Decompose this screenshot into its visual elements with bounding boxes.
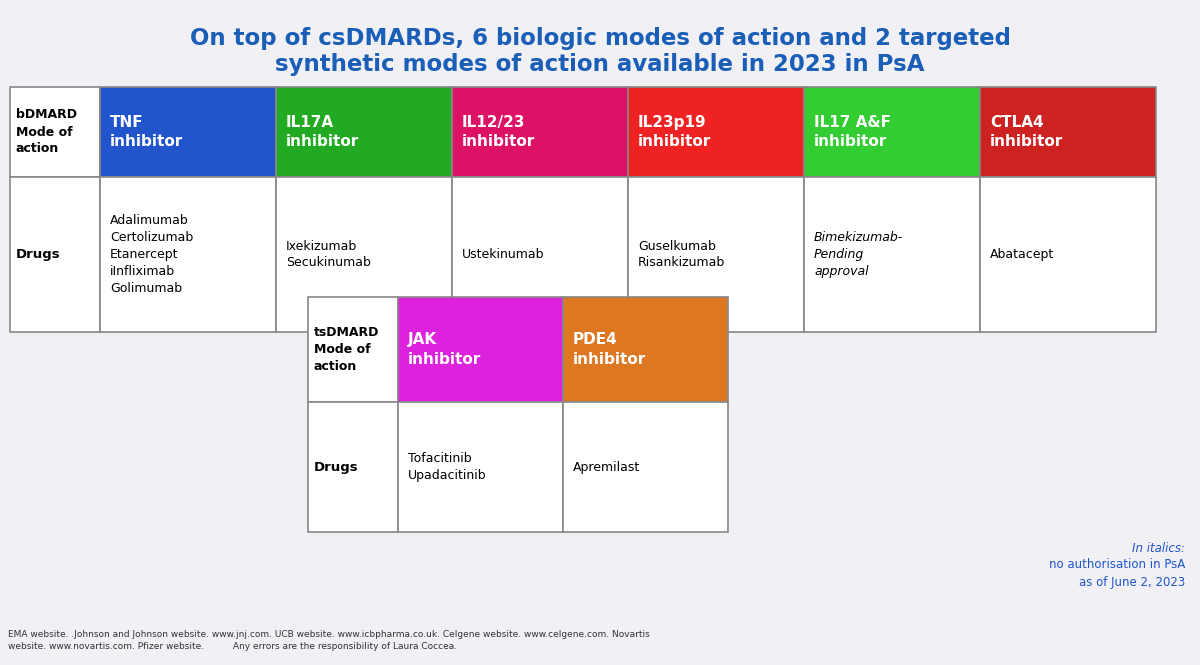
FancyBboxPatch shape <box>452 87 628 177</box>
FancyBboxPatch shape <box>804 177 980 332</box>
Text: IL23p19
inhibitor: IL23p19 inhibitor <box>638 114 712 150</box>
FancyBboxPatch shape <box>308 402 398 532</box>
FancyBboxPatch shape <box>398 297 563 402</box>
FancyBboxPatch shape <box>100 87 276 177</box>
FancyBboxPatch shape <box>452 177 628 332</box>
FancyBboxPatch shape <box>398 402 563 532</box>
Text: Ixekizumab
Secukinumab: Ixekizumab Secukinumab <box>286 239 371 269</box>
Text: Apremilast: Apremilast <box>574 460 641 473</box>
Text: In italics:: In italics: <box>1132 542 1186 555</box>
Text: no authorisation in PsA
as of June 2, 2023: no authorisation in PsA as of June 2, 20… <box>1049 558 1186 589</box>
Text: JAK
inhibitor: JAK inhibitor <box>408 332 481 367</box>
FancyBboxPatch shape <box>563 297 728 402</box>
Text: IL17 A&F
inhibitor: IL17 A&F inhibitor <box>814 114 890 150</box>
FancyBboxPatch shape <box>276 87 452 177</box>
Text: Adalimumab
Certolizumab
Etanercept
iInfliximab
Golimumab: Adalimumab Certolizumab Etanercept iInfl… <box>110 214 193 295</box>
Text: tsDMARD
Mode of
action: tsDMARD Mode of action <box>314 326 379 373</box>
FancyBboxPatch shape <box>980 177 1156 332</box>
Text: Drugs: Drugs <box>314 460 359 473</box>
Text: Abatacept: Abatacept <box>990 248 1055 261</box>
Text: CTLA4
inhibitor: CTLA4 inhibitor <box>990 114 1063 150</box>
Text: Guselkumab
Risankizumab: Guselkumab Risankizumab <box>638 239 725 269</box>
Text: synthetic modes of action available in 2023 in PsA: synthetic modes of action available in 2… <box>275 53 925 76</box>
Text: bDMARD
Mode of
action: bDMARD Mode of action <box>16 108 77 156</box>
FancyBboxPatch shape <box>308 297 398 402</box>
Text: On top of csDMARDs, 6 biologic modes of action and 2 targeted: On top of csDMARDs, 6 biologic modes of … <box>190 27 1010 50</box>
FancyBboxPatch shape <box>276 177 452 332</box>
FancyBboxPatch shape <box>980 87 1156 177</box>
FancyBboxPatch shape <box>10 87 100 177</box>
Text: TNF
inhibitor: TNF inhibitor <box>110 114 184 150</box>
Text: Bimekizumab-
Pending
approval: Bimekizumab- Pending approval <box>814 231 904 278</box>
Text: IL12/23
inhibitor: IL12/23 inhibitor <box>462 114 535 150</box>
Text: EMA website. .Johnson and Johnson website. www.jnj.com. UCB website. www.icbphar: EMA website. .Johnson and Johnson websit… <box>8 630 649 651</box>
FancyBboxPatch shape <box>804 87 980 177</box>
Text: IL17A
inhibitor: IL17A inhibitor <box>286 114 359 150</box>
FancyBboxPatch shape <box>10 177 100 332</box>
FancyBboxPatch shape <box>628 177 804 332</box>
FancyBboxPatch shape <box>563 402 728 532</box>
FancyBboxPatch shape <box>100 177 276 332</box>
Text: Drugs: Drugs <box>16 248 61 261</box>
FancyBboxPatch shape <box>628 87 804 177</box>
Text: Tofacitinib
Upadacitinib: Tofacitinib Upadacitinib <box>408 452 487 482</box>
Text: Ustekinumab: Ustekinumab <box>462 248 545 261</box>
Text: PDE4
inhibitor: PDE4 inhibitor <box>574 332 647 367</box>
